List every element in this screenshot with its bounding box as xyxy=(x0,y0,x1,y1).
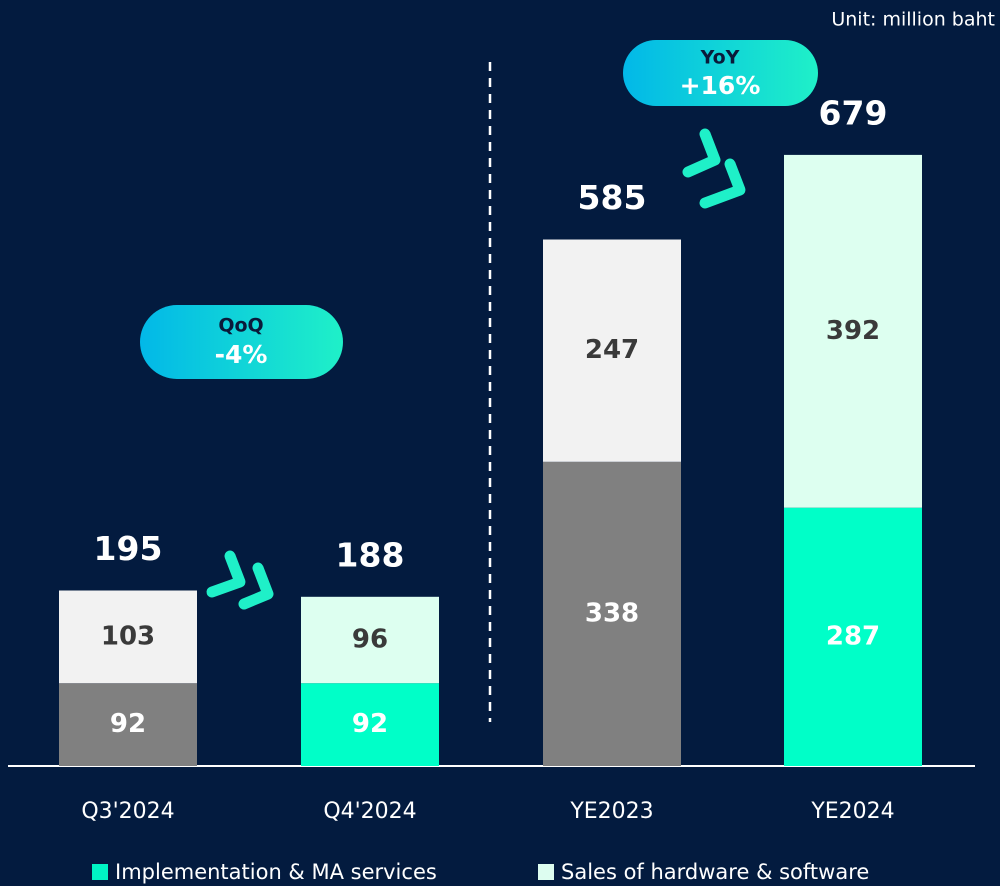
annotation-value: -4% xyxy=(215,340,268,369)
unit-label: Unit: million baht xyxy=(831,9,995,31)
legend-label: Implementation & MA services xyxy=(115,860,437,884)
arrow xyxy=(206,128,746,610)
data-label: 92 xyxy=(110,709,146,739)
total-label: 585 xyxy=(578,178,647,217)
x-tick-label: YE2023 xyxy=(569,799,653,824)
x-tick-label: Q4'2024 xyxy=(323,799,416,824)
bar-segment xyxy=(301,596,439,684)
bar-segment xyxy=(59,590,197,684)
x-tick-label: Q3'2024 xyxy=(81,799,174,824)
annotation-pill xyxy=(140,305,343,379)
data-label: 96 xyxy=(352,625,388,655)
data-label: 247 xyxy=(585,335,639,365)
bar-segment xyxy=(784,154,922,508)
data-label: 338 xyxy=(585,598,639,628)
total-label: 195 xyxy=(94,529,163,568)
bar-segment xyxy=(543,239,681,462)
data-label: 392 xyxy=(826,316,880,346)
annotation-value: +16% xyxy=(680,71,761,100)
bar-segment xyxy=(301,683,439,766)
legend-swatch xyxy=(92,864,108,880)
legend-swatch xyxy=(538,864,554,880)
annotation-title: QoQ xyxy=(218,315,263,337)
annotation-title: YoY xyxy=(700,47,740,69)
bar-segment xyxy=(543,461,681,766)
bar-segment xyxy=(784,507,922,766)
total-label: 188 xyxy=(336,535,405,574)
data-label: 287 xyxy=(826,621,880,651)
annotation-pill xyxy=(623,40,818,106)
legend-label: Sales of hardware & software xyxy=(561,860,869,884)
x-tick-label: YE2024 xyxy=(810,799,894,824)
bar-segment xyxy=(59,683,197,766)
total-label: 679 xyxy=(819,93,888,132)
data-label: 103 xyxy=(101,621,155,651)
data-label: 92 xyxy=(352,709,388,739)
